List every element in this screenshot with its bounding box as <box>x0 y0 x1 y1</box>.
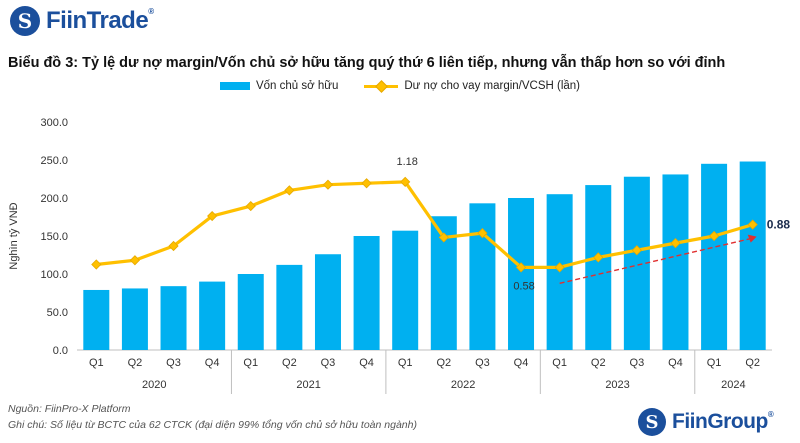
x-tick-label-quarter: Q1 <box>89 357 104 369</box>
data-label-margin-ratio: 1.18 <box>396 156 417 168</box>
line-marker-margin-ratio <box>322 179 334 190</box>
legend-bar-swatch <box>219 82 250 90</box>
x-tick-label-quarter: Q3 <box>321 357 336 369</box>
x-tick-label-quarter: Q1 <box>552 357 567 369</box>
x-tick-label-quarter: Q1 <box>707 357 722 369</box>
bar-equity <box>392 230 419 350</box>
x-tick-label-year: 2020 <box>142 379 166 391</box>
line-marker-margin-ratio <box>670 238 681 249</box>
legend-label-margin-ratio: Dư nợ cho vay margin/VCSH (lần) <box>404 80 581 92</box>
line-marker-margin-ratio <box>554 262 565 273</box>
bar-equity <box>276 264 303 350</box>
chart-title: Biểu đồ 3: Tỷ lệ dư nợ margin/Vốn chủ sở… <box>8 55 726 71</box>
x-tick-label-quarter: Q4 <box>359 357 374 369</box>
bar-equity <box>701 163 728 350</box>
line-marker-margin-ratio <box>361 178 372 189</box>
legend-label-equity: Vốn chủ sở hữu <box>255 80 339 92</box>
y-tick-label: 150.0 <box>40 231 68 243</box>
x-tick-label-year: 2023 <box>605 379 629 391</box>
line-marker-margin-ratio <box>284 185 295 196</box>
line-marker-margin-ratio <box>400 176 411 187</box>
fiintrade-logo: S FiinTrade® <box>10 6 154 36</box>
x-tick-label-quarter: Q4 <box>205 357 220 369</box>
x-tick-label-quarter: Q1 <box>398 357 413 369</box>
x-tick-label-quarter: Q3 <box>630 357 645 369</box>
y-axis-label: Nghìn tỷ VNĐ <box>8 202 20 269</box>
line-marker-margin-ratio <box>207 210 218 222</box>
footer-note: Ghi chú: Số liệu từ BCTC của 62 CTCK (đạ… <box>8 419 417 431</box>
trend-arrow-head <box>747 234 757 243</box>
y-tick-label: 250.0 <box>40 155 68 167</box>
bar-equity <box>160 286 187 350</box>
bar-equity <box>508 198 535 350</box>
trend-arrow-line <box>559 237 751 285</box>
bar-equity <box>469 203 496 350</box>
fiingroup-logo: S FiinGroup® <box>638 408 774 436</box>
fiintrade-logo-icon: S <box>10 6 40 36</box>
bar-equity <box>237 274 264 350</box>
data-label-margin-ratio: 0.58 <box>513 280 534 292</box>
line-margin-ratio <box>96 180 754 269</box>
line-marker-margin-ratio <box>168 240 179 252</box>
y-tick-label: 300.0 <box>40 117 68 129</box>
x-tick-label-quarter: Q3 <box>475 357 490 369</box>
bar-equity <box>121 288 148 350</box>
x-tick-label-quarter: Q4 <box>514 357 529 369</box>
bar-equity <box>585 185 612 350</box>
bar-equity <box>739 161 766 350</box>
line-marker-margin-ratio <box>747 219 758 230</box>
data-label-margin-ratio: 0.88 <box>767 218 791 232</box>
y-tick-label: 50.0 <box>47 307 68 319</box>
x-tick-label-year: 2022 <box>451 379 475 391</box>
bar-equity <box>662 174 689 350</box>
x-tick-label-quarter: Q1 <box>243 357 258 369</box>
footer-source: Nguồn: FiinPro-X Platform <box>8 403 131 415</box>
line-marker-margin-ratio <box>515 262 527 273</box>
line-marker-margin-ratio <box>593 252 604 263</box>
fiingroup-logo-text: FiinGroup® <box>672 410 774 433</box>
chart-legend: Vốn chủ sở hữu Dư nợ cho vay margin/VCSH… <box>0 80 800 92</box>
x-tick-label-quarter: Q2 <box>282 357 297 369</box>
y-tick-label: 0.0 <box>53 345 68 357</box>
line-marker-margin-ratio <box>245 200 256 212</box>
fiintrade-logo-text: FiinTrade® <box>46 7 154 34</box>
line-marker-margin-ratio <box>477 228 488 239</box>
bar-equity <box>199 281 226 350</box>
bar-equity <box>314 254 341 350</box>
x-tick-label-year: 2021 <box>296 379 320 391</box>
line-marker-margin-ratio <box>438 232 449 243</box>
bar-equity <box>83 289 110 350</box>
y-tick-label: 100.0 <box>40 269 68 281</box>
x-tick-label-quarter: Q3 <box>166 357 181 369</box>
line-marker-margin-ratio <box>708 230 720 242</box>
legend-item-margin-ratio: Dư nợ cho vay margin/VCSH (lần) <box>364 80 580 92</box>
x-tick-label-quarter: Q4 <box>668 357 683 369</box>
x-tick-label-year: 2024 <box>721 379 745 391</box>
bar-equity <box>353 236 380 350</box>
x-tick-label-quarter: Q2 <box>745 357 760 369</box>
line-marker-margin-ratio <box>129 255 141 266</box>
y-tick-label: 200.0 <box>40 193 68 205</box>
fiingroup-logo-icon: S <box>638 408 666 436</box>
line-marker-margin-ratio <box>91 259 102 270</box>
line-marker-margin-ratio <box>631 245 642 256</box>
x-tick-label-quarter: Q2 <box>436 357 451 369</box>
x-tick-label-quarter: Q2 <box>591 357 606 369</box>
legend-line-swatch <box>364 81 399 91</box>
legend-item-equity: Vốn chủ sở hữu <box>219 80 339 92</box>
x-tick-label-quarter: Q2 <box>128 357 143 369</box>
